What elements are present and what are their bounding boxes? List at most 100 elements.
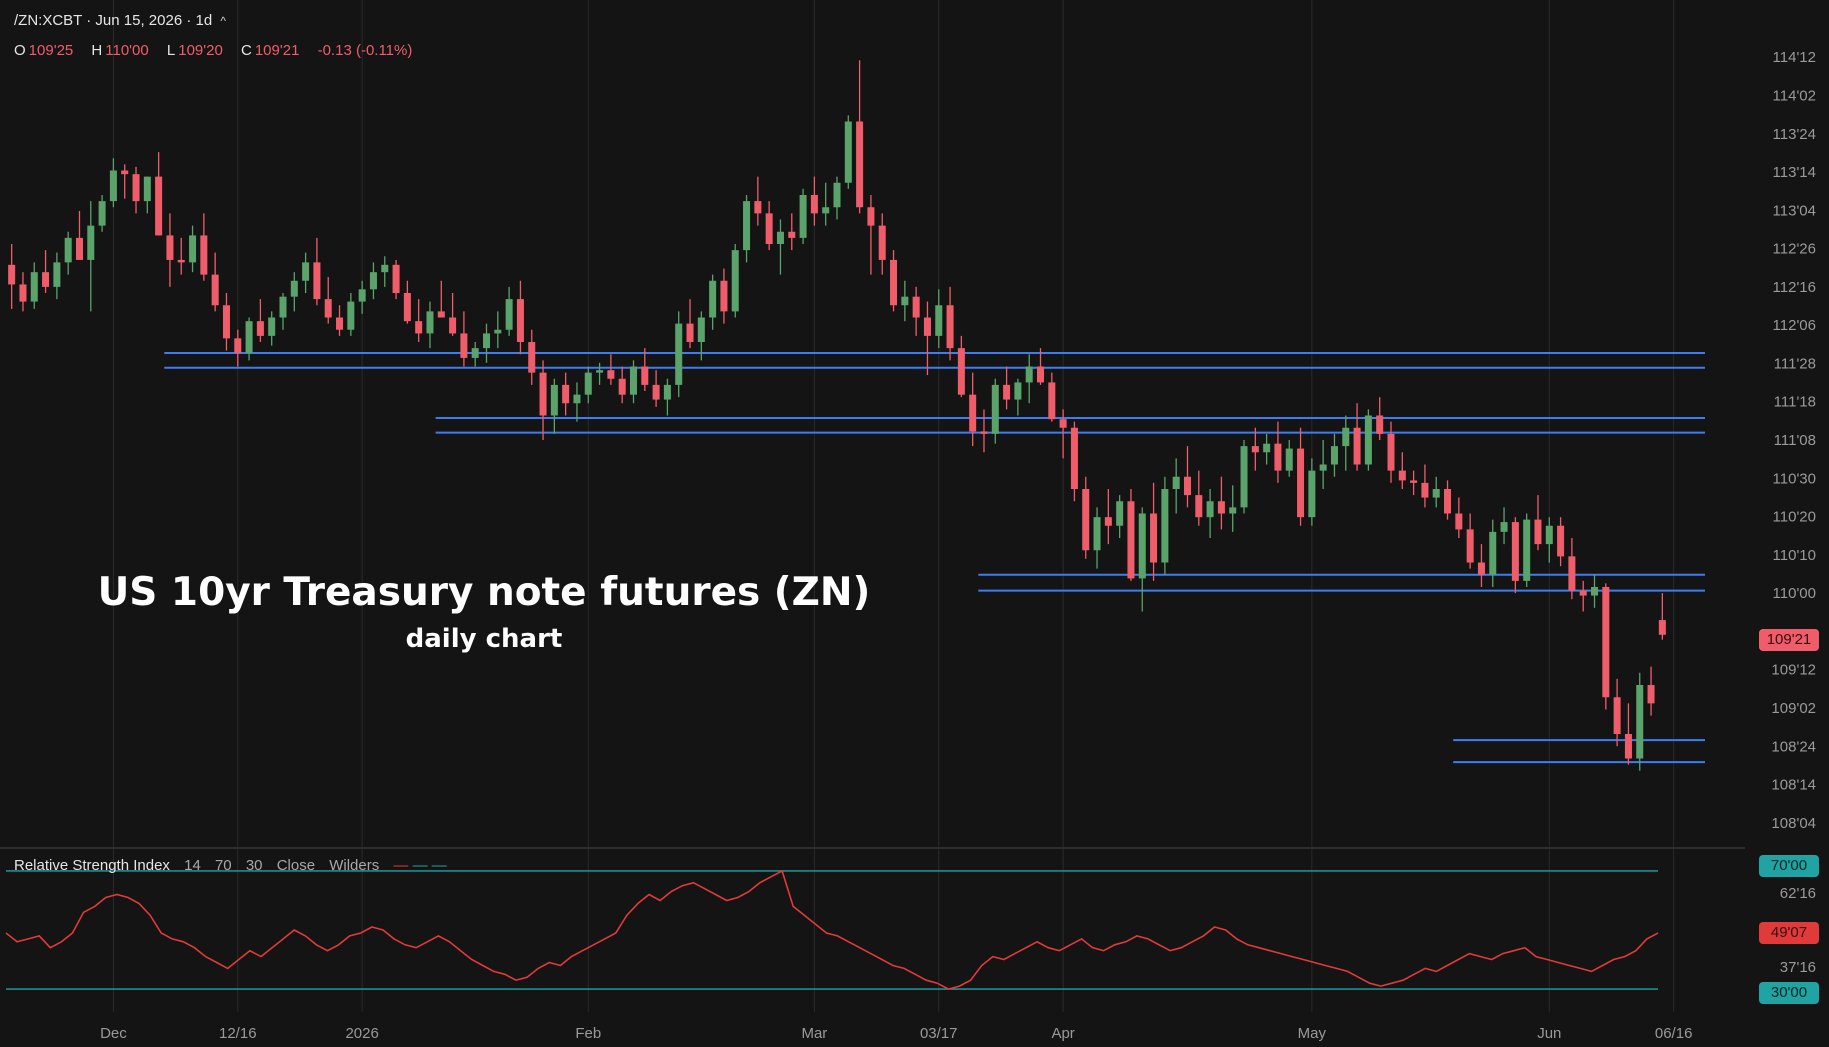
- candle-body: [505, 299, 513, 330]
- candle: [177, 237, 185, 275]
- candle-body: [64, 237, 72, 263]
- rsi-header[interactable]: Relative Strength Index 14 70 30 Close W…: [14, 857, 447, 874]
- candle-body: [415, 321, 423, 334]
- candle-body: [1093, 517, 1101, 551]
- candle: [426, 301, 434, 349]
- candle-body: [890, 259, 898, 306]
- candle: [652, 370, 660, 407]
- candle: [1263, 433, 1271, 465]
- symbol-header[interactable]: /ZN:XCBT · Jun 15, 2026 · 1d ^: [14, 12, 226, 29]
- candle-body: [516, 299, 524, 342]
- candle-body: [629, 366, 637, 395]
- candle-body: [991, 384, 999, 434]
- candle: [844, 115, 852, 189]
- rsi-axis[interactable]: 62'16 37'16: [1780, 885, 1816, 976]
- candle: [1421, 464, 1429, 508]
- candle-body: [1545, 525, 1553, 545]
- low-label: L: [166, 42, 176, 59]
- candle-body: [946, 305, 954, 349]
- candle: [121, 164, 129, 199]
- candle-body: [200, 235, 208, 275]
- candle-body: [1240, 446, 1248, 508]
- candle-body: [1308, 470, 1316, 518]
- candle-body: [776, 231, 784, 244]
- time-tick-label: Jun: [1537, 1025, 1561, 1042]
- candle-body: [1353, 427, 1361, 465]
- candle-body: [1104, 517, 1112, 526]
- chevron-up-icon[interactable]: ^: [220, 14, 227, 28]
- candle-body: [1183, 476, 1191, 496]
- candle: [663, 378, 671, 416]
- candle: [957, 335, 965, 398]
- candle: [302, 252, 310, 293]
- candle: [200, 213, 208, 281]
- candle-body: [1059, 419, 1067, 428]
- price-axis[interactable]: 114'12 114'02 113'24 113'14 113'04 112'26 112'…: [1771, 49, 1816, 832]
- price-tick-label: 111'08: [1774, 432, 1816, 449]
- candle-body: [901, 296, 909, 306]
- candle-body: [1285, 448, 1293, 471]
- open-value: 109'25: [28, 42, 74, 59]
- candle: [912, 286, 920, 336]
- rsi-param: Wilders: [329, 857, 380, 874]
- annotation-title: US 10yr Treasury note futures (ZN): [97, 570, 871, 615]
- candle-body: [1274, 443, 1282, 471]
- candle: [969, 372, 977, 447]
- time-axis[interactable]: Dec 12/16 2026 Feb Mar 03/17 Apr May Jun 06/16: [100, 1025, 1692, 1042]
- candle-body: [1161, 489, 1169, 563]
- candle: [279, 293, 287, 330]
- price-tick-label: 110'00: [1773, 585, 1816, 602]
- candle: [30, 262, 38, 309]
- candle: [1353, 403, 1361, 471]
- time-tick-label: Mar: [801, 1025, 827, 1042]
- candle: [1025, 354, 1033, 404]
- ohlc-readout: O 109'25 H 110'00 L 109'20 C 109'21 -0.13 (-…: [14, 42, 426, 59]
- candle-body: [211, 274, 219, 306]
- candle-body: [1217, 501, 1225, 514]
- candle: [799, 188, 807, 244]
- candle: [1308, 458, 1316, 526]
- candle: [1624, 703, 1632, 765]
- change-value: -0.13 (-0.11%): [317, 42, 413, 59]
- candle: [1364, 409, 1372, 471]
- candle-body: [833, 182, 841, 208]
- candle: [471, 342, 479, 367]
- candle: [1127, 489, 1135, 581]
- candle: [754, 176, 762, 226]
- candle: [1172, 458, 1180, 514]
- candle-body: [132, 174, 140, 202]
- candle: [1557, 517, 1565, 567]
- candle-body: [596, 370, 604, 373]
- candle-body: [1138, 513, 1146, 579]
- time-tick-label: Feb: [575, 1025, 601, 1042]
- rsi-param: 70: [214, 857, 232, 874]
- candle-body: [1489, 531, 1497, 575]
- candle: [1658, 593, 1666, 640]
- candle: [1206, 489, 1214, 538]
- candle: [132, 166, 140, 214]
- candle-body: [53, 262, 61, 287]
- candle-body: [1003, 384, 1011, 400]
- candle: [697, 311, 705, 361]
- candle-body: [663, 384, 671, 400]
- price-tick-label: 114'02: [1773, 87, 1816, 104]
- candle: [731, 244, 739, 318]
- close-label: C: [241, 42, 252, 59]
- candle: [1285, 440, 1293, 477]
- candle-body: [1048, 382, 1056, 420]
- rsi-title: Relative Strength Index: [14, 857, 170, 874]
- candle-body: [1444, 489, 1452, 514]
- candle: [1545, 517, 1553, 563]
- candle-body: [290, 280, 298, 297]
- candle-body: [369, 272, 377, 290]
- candle: [878, 213, 886, 275]
- candle-body: [969, 394, 977, 432]
- candle: [449, 293, 457, 336]
- candle-body: [1636, 685, 1644, 759]
- candle: [336, 305, 344, 336]
- candle-body: [1376, 415, 1384, 434]
- candle: [675, 311, 683, 398]
- rsi-last-value-tag: 49'07: [1759, 922, 1819, 944]
- candle: [629, 360, 637, 404]
